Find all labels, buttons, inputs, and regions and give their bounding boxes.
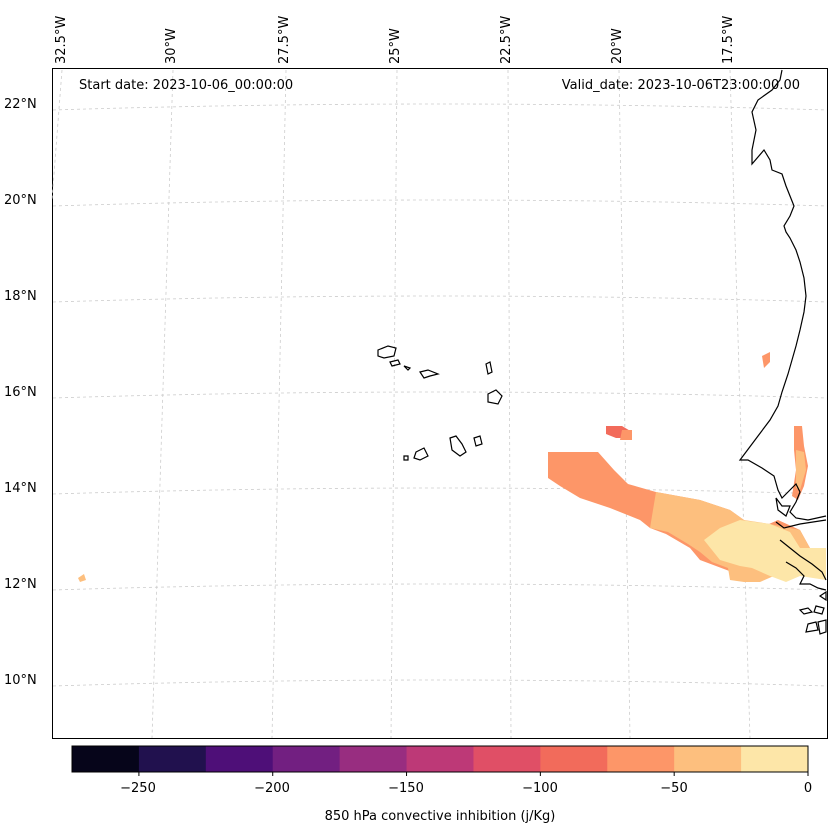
- sao-nicolau-island: [419, 369, 440, 379]
- latitude-gridlines: [52, 103, 828, 687]
- colorbar-swatch: [473, 746, 541, 772]
- map-frame: [52, 68, 828, 739]
- lat-label-18n: 18°N: [4, 289, 37, 304]
- colorbar-tick-label: −250: [120, 781, 156, 796]
- cin-region-orange-patch-edge: [620, 430, 632, 440]
- colorbar-swatch: [339, 746, 408, 772]
- santo-antao-island: [377, 345, 397, 359]
- bijagos-island-2: [813, 605, 825, 615]
- maio-island: [473, 435, 483, 447]
- cin-region-coast-strip-light: [796, 450, 806, 490]
- guinea-coast: [785, 561, 827, 591]
- colorbar: [71, 745, 809, 776]
- colorbar-tick-label: −200: [254, 781, 290, 796]
- guinea-bissau-coast: [779, 539, 827, 581]
- cin-contours: [78, 352, 826, 582]
- colorbar-frame: [71, 745, 809, 773]
- gridline-lat-16: [52, 391, 828, 399]
- gridline-lat-18: [52, 295, 828, 303]
- senegal-gambia-coast: [775, 519, 827, 529]
- lon-label-17-5w: 17.5°W: [721, 15, 736, 64]
- lat-label-16n: 16°N: [4, 385, 37, 400]
- lat-label-12n: 12°N: [4, 577, 37, 592]
- brava-island: [403, 455, 409, 461]
- colorbar-tick-label: −150: [388, 781, 424, 796]
- cin-region-west-speck: [78, 574, 86, 582]
- bijagos-island-1: [798, 607, 814, 615]
- dakar-peninsula: [775, 497, 791, 517]
- gridline-lat-22: [52, 103, 828, 111]
- lon-label-22-5w: 22.5°W: [499, 15, 514, 64]
- africa-coastline: [738, 69, 827, 521]
- lat-label-10n: 10°N: [4, 673, 37, 688]
- start-date-label: Start date: 2023-10-06_00:00:00: [79, 78, 294, 93]
- colorbar-tick-label: −100: [522, 781, 558, 796]
- lon-label-30w: 30°W: [164, 28, 179, 64]
- sal-island: [485, 361, 493, 375]
- lon-label-25w: 25°W: [388, 28, 403, 64]
- colorbar-swatch: [205, 746, 274, 772]
- santiago-island: [449, 435, 467, 457]
- cin-region-coast-patch: [762, 352, 770, 368]
- lat-label-20n: 20°N: [4, 193, 37, 208]
- cin-region-pale-yellow: [704, 520, 826, 582]
- coastlines: [377, 69, 827, 635]
- gridline-lat-10: [52, 679, 828, 687]
- lat-label-14n: 14°N: [4, 481, 37, 496]
- colorbar-tick-label: −50: [660, 781, 688, 796]
- gridline-lat-12: [52, 583, 828, 591]
- lon-label-20w: 20°W: [610, 28, 625, 64]
- lat-label-22n: 22°N: [4, 97, 37, 112]
- colorbar-swatch: [406, 746, 474, 772]
- longitude-gridlines: [51, 69, 751, 739]
- colorbar-swatch: [607, 746, 675, 772]
- colorbar-swatch: [272, 746, 341, 772]
- guinea-small-islands: [818, 590, 827, 602]
- valid-date-label: Valid_date: 2023-10-06T23:00:00.00: [561, 78, 800, 93]
- bijagos-island-3: [805, 621, 819, 633]
- colorbar-tick-label: 0: [803, 781, 813, 796]
- colorbar-swatch: [72, 746, 140, 772]
- lon-label-32-5w: 32.5°W: [54, 15, 69, 64]
- lon-label-27-5w: 27.5°W: [277, 15, 292, 64]
- sao-vicente-island: [389, 359, 401, 367]
- gridline-lat-20: [52, 199, 828, 207]
- boa-vista-island: [487, 389, 503, 405]
- fogo-island: [413, 447, 429, 461]
- colorbar-swatch: [540, 746, 608, 772]
- bijagos-island-4: [817, 619, 827, 635]
- gridline-lon-32-5: [51, 69, 63, 201]
- colorbar-title: 850 hPa convective inhibition (j/Kg): [324, 809, 556, 824]
- santa-luzia-island: [403, 365, 412, 371]
- colorbar-swatch: [138, 746, 207, 772]
- colorbar-swatch: [674, 746, 742, 772]
- gridline-lat-14: [52, 487, 828, 495]
- colorbar-swatch: [741, 746, 809, 772]
